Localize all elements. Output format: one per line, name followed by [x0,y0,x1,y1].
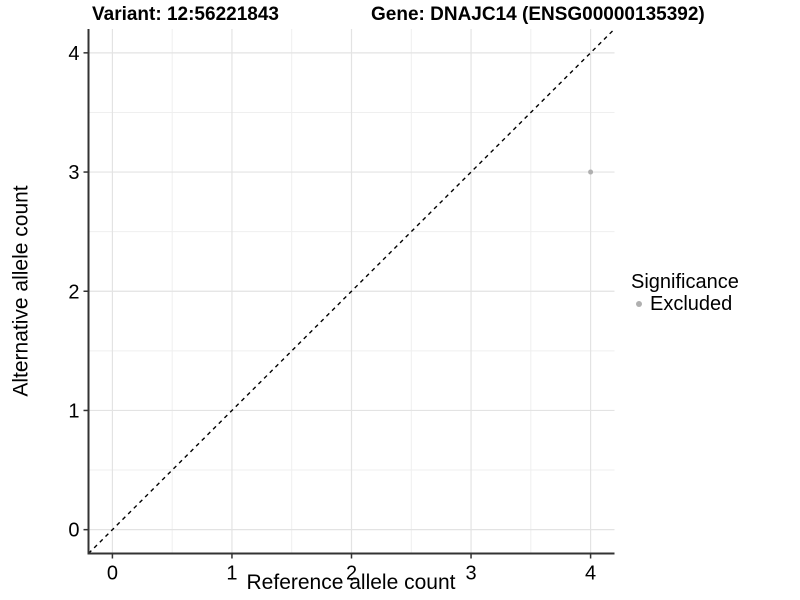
y-tick-label: 1 [68,400,79,422]
data-point [588,169,594,175]
x-tick-label: 0 [107,563,118,585]
x-tick-label: 4 [585,563,596,585]
plot-title-variant: Variant: 12:56221843 [92,4,279,25]
legend-key-box [631,296,647,312]
legend-item-label: Excluded [650,293,733,315]
y-tick-label: 2 [68,281,79,303]
x-tick-label: 3 [465,563,476,585]
y-axis-title: Alternative allele count [9,185,33,397]
legend: Significance Excluded [631,272,739,314]
x-tick-label: 1 [226,563,237,585]
plot-title-gene: Gene: DNAJC14 (ENSG00000135392) [371,4,705,25]
y-tick-label: 4 [68,43,79,65]
identity-line [88,28,615,554]
legend-title: Significance [631,271,739,293]
y-tick-label: 3 [68,162,79,184]
x-tick-label: 2 [346,563,357,585]
y-tick-label: 0 [68,520,79,542]
legend-item-excluded: Excluded [631,294,739,314]
legend-point-icon [636,301,642,307]
x-axis-title: Reference allele count [246,571,456,594]
